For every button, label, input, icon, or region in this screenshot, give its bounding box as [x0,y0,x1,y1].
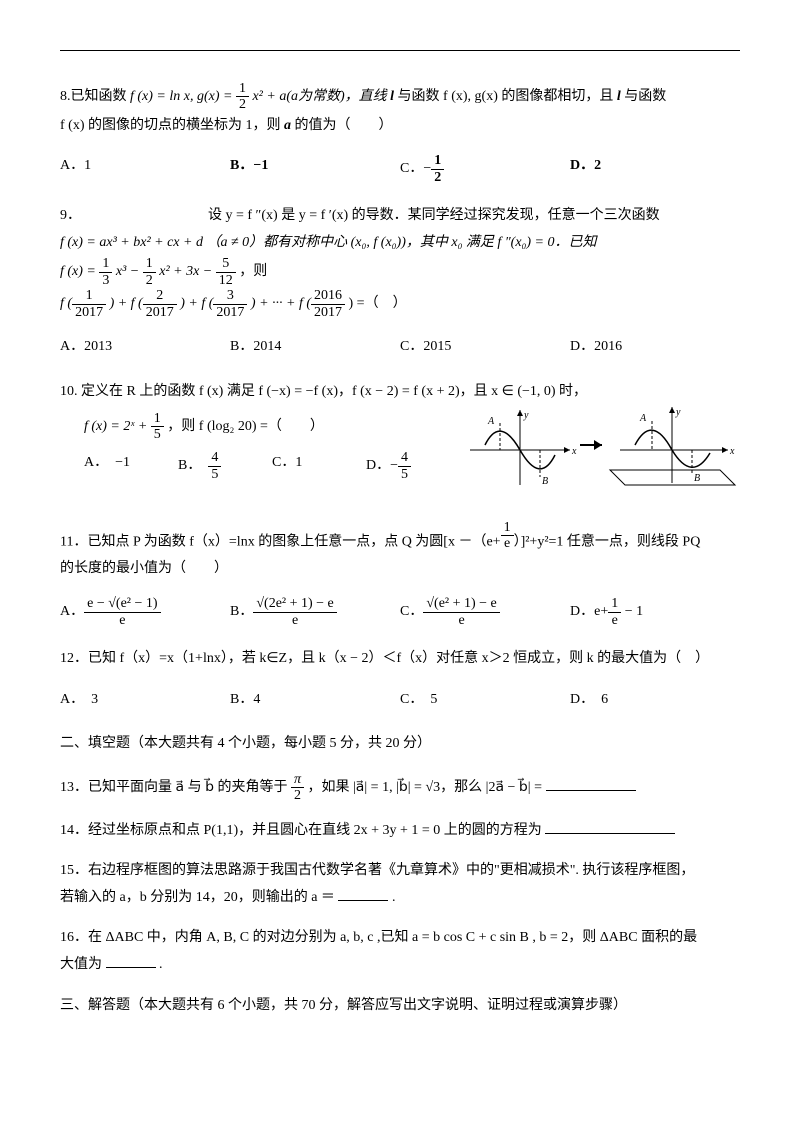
q8-half-frac: 12 [236,81,249,113]
q9-opt-d: D．2016 [570,334,740,361]
svg-text:y: y [675,407,681,418]
axis-y-label: y [523,410,529,421]
q14-blank [545,819,675,834]
fig-label-B1: B [542,476,548,487]
q9-opt-b: B．2014 [230,334,400,361]
q8-opt-b: B．−1 [230,153,400,185]
q11-opt-b: B．√(2e² + 1) − ee [230,596,400,628]
q10-options: A． −1 B． 45 C．1 D．−45 [60,450,460,482]
q11-opt-a: A．e − √(e² − 1)e [60,596,230,628]
question-13: 13．已知平面向量 a⃗ 与 b⃗ 的夹角等于 π2 ，如果 |a⃗| = 1,… [60,772,740,804]
q8-stem-f: 的值为（ ） [295,118,393,133]
q13-blank [546,776,636,791]
q8-l2: l [617,89,621,104]
q11-opt-c: C．√(e² + 1) − ee [400,596,570,628]
q8-opt-c: C．−12 [400,153,570,185]
fig-label-A2: A [639,413,647,424]
q8-fx: f (x) = ln x, g(x) = [130,89,236,104]
q10-stem-a: 10. 定义在 R 上的函数 f (x) 满足 f (−x) = −f (x)，… [60,384,587,399]
axis-x-label: x [571,446,577,457]
q9-options: A．2013 B．2014 C．2015 D．2016 [60,334,740,361]
fig-label-A1: A [487,416,495,427]
q8-stem-c: 与函数 f (x), g(x) 的图像都相切，且 [398,89,617,104]
page-top-rule [60,50,740,51]
question-9: 9． 设 y = f ″(x) 是 y = f ′(x) 的导数．某同学经过探究… [60,203,740,320]
q10-opt-d: D．−45 [366,450,460,482]
q11-options: A．e − √(e² − 1)e B．√(2e² + 1) − ee C．√(e… [60,596,740,628]
q12-opt-b: B．4 [230,687,400,714]
q9-num: 9． [60,208,81,223]
q9-fx-a: f (x) = [60,264,99,279]
q11-opt-d: D．e+1e − 1 [570,596,740,628]
q9-stem-b: f (x) = ax³ + bx² + cx + d （a ≠ 0）都有对称中心… [60,235,597,250]
q16-blank [106,953,156,968]
question-16: 16．在 ΔABC 中，内角 A, B, C 的对边分别为 a, b, c ,已… [60,925,740,978]
q9-fx-b: x³ − [116,264,143,279]
question-11: 11．已知点 P 为函数 f（x）=lnx 的图象上任意一点，点 Q 为圆[x … [60,520,740,583]
q8-opt-d: D．2 [570,153,740,185]
q8-options: A．1 B．−1 C．−12 D．2 [60,153,740,185]
q8-stem-e: f (x) 的图像的切点的横坐标为 1，则 [60,118,284,133]
q10-figure: x y A B [460,405,740,506]
q9-stem-a: 设 y = f ″(x) 是 y = f ′(x) 的导数．某同学经过探究发现，… [208,208,660,223]
q8-l1: l [390,89,394,104]
q8-stem-d: 与函数 [624,89,666,104]
q15-blank [338,886,388,901]
q8-opt-a: A．1 [60,153,230,185]
q12-opt-c: C． 5 [400,687,570,714]
question-12: 12．已知 f（x）=x（1+lnx），若 k∈Z，且 k（x − 2）＜f（x… [60,646,740,673]
q9-fx-c: x² + 3x − [159,264,216,279]
question-10: 10. 定义在 R 上的函数 f (x) 满足 f (−x) = −f (x)，… [60,379,740,506]
question-14: 14．经过坐标原点和点 P(1,1)，并且圆心在直线 2x + 3y + 1 =… [60,818,740,845]
question-8: 8.已知函数 f (x) = ln x, g(x) = 12 x² + a(a为… [60,81,740,139]
q12-opt-a: A． 3 [60,687,230,714]
question-15: 15．右边程序框图的算法思路源于我国古代数学名著《九章算术》中的"更相减损术".… [60,858,740,911]
q9-fx-d: ，则 [239,264,267,279]
q12-opt-d: D． 6 [570,687,740,714]
q9-opt-a: A．2013 [60,334,230,361]
q9-opt-c: C．2015 [400,334,570,361]
q8-a: a [284,118,291,133]
section-2-heading: 二、填空题（本大题共有 4 个小题，每小题 5 分，共 20 分） [60,731,740,758]
q10-opt-a: A． −1 [84,450,178,482]
svg-text:x: x [729,446,735,457]
q8-stem-a: 8.已知函数 [60,89,130,104]
section-3-heading: 三、解答题（本大题共有 6 个小题，共 70 分，解答应写出文字说明、证明过程或… [60,993,740,1020]
q10-opt-b: B． 45 [178,450,272,482]
q12-options: A． 3 B．4 C． 5 D． 6 [60,687,740,714]
q10-opt-c: C．1 [272,450,366,482]
q8-stem-b: x² + a(a为常数)，直线 [252,89,390,104]
fig-label-B2: B [694,473,700,484]
